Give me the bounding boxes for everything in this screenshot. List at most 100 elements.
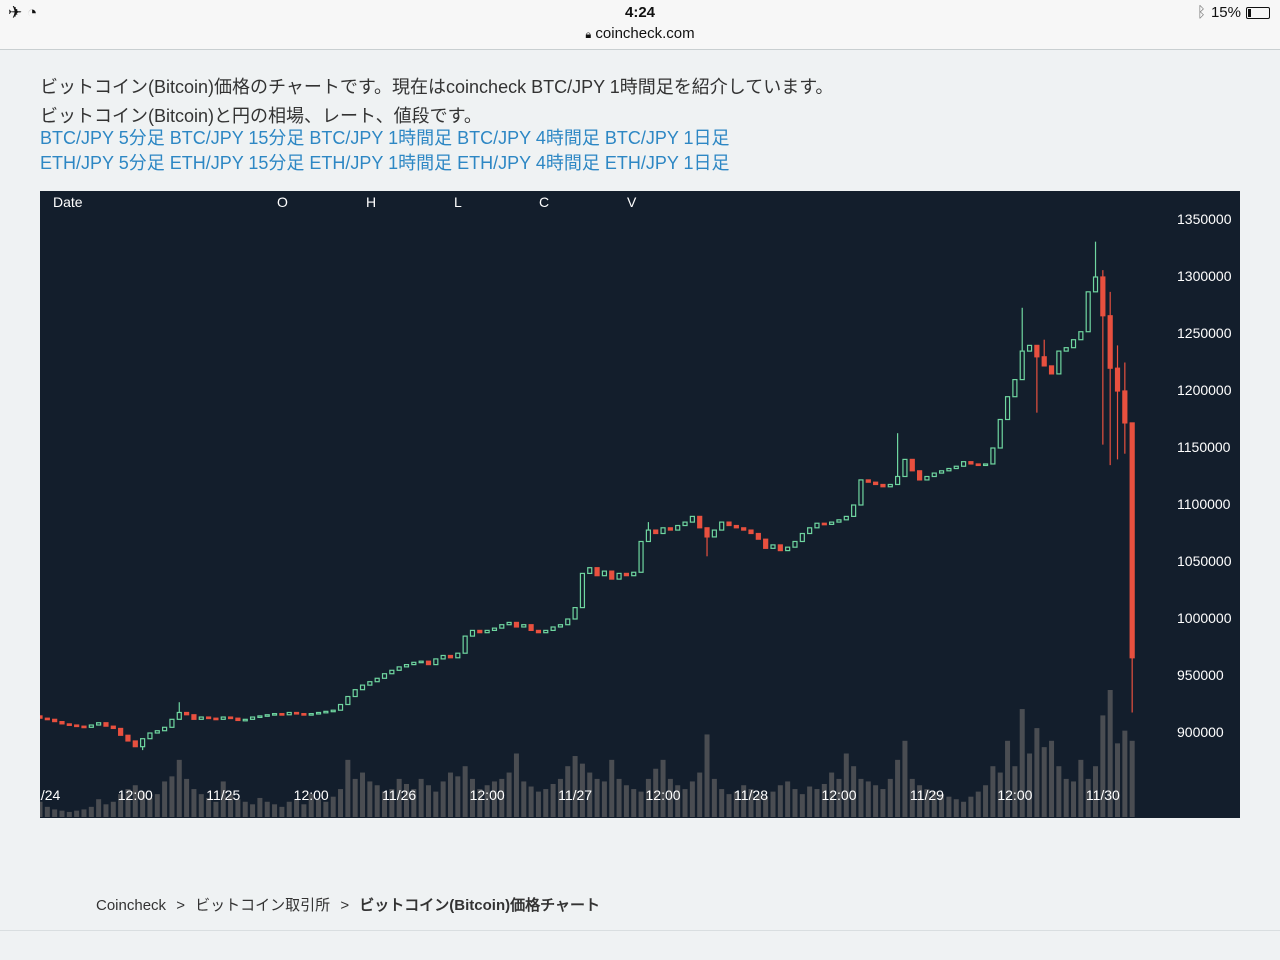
candle-down[interactable] — [909, 458, 915, 472]
candle-down[interactable] — [1048, 365, 1055, 375]
candle-up[interactable] — [689, 515, 695, 523]
candle-up[interactable] — [631, 571, 637, 577]
candle-down[interactable] — [110, 725, 116, 730]
candle-up[interactable] — [960, 461, 967, 467]
candle-up[interactable] — [169, 718, 175, 728]
candle-up[interactable] — [506, 621, 512, 626]
candle-down[interactable] — [52, 718, 58, 723]
candle-up[interactable] — [550, 626, 556, 632]
candle-down[interactable] — [609, 570, 615, 580]
candle-down[interactable] — [227, 716, 234, 720]
candle-up[interactable] — [770, 544, 776, 549]
candle-up[interactable] — [1056, 350, 1062, 375]
candle-up[interactable] — [345, 695, 351, 706]
candle-down[interactable] — [132, 740, 138, 748]
candle-up[interactable] — [323, 710, 329, 714]
candle-up[interactable] — [1019, 350, 1025, 381]
candle-up[interactable] — [946, 467, 952, 472]
candle-up[interactable] — [140, 738, 146, 748]
candle-down[interactable] — [66, 723, 72, 726]
candle-up[interactable] — [982, 463, 989, 467]
candle-up[interactable] — [638, 540, 644, 573]
candle-down[interactable] — [733, 524, 739, 529]
candle-down[interactable] — [1034, 344, 1040, 358]
candle-up[interactable] — [1063, 347, 1069, 352]
candle-down[interactable] — [205, 716, 212, 720]
candle-up[interactable] — [455, 652, 461, 659]
candle-down[interactable] — [697, 515, 703, 529]
candle-up[interactable] — [286, 711, 292, 716]
candle-up[interactable] — [682, 521, 688, 527]
link-btc-15m[interactable]: BTC/JPY 15分足 — [169, 128, 305, 148]
candle-up[interactable] — [924, 475, 930, 481]
candle-down[interactable] — [667, 527, 673, 531]
candle-down[interactable] — [74, 724, 80, 728]
candle-up[interactable] — [807, 527, 813, 535]
candle-up[interactable] — [403, 664, 410, 668]
candle-up[interactable] — [931, 472, 937, 478]
candle-up[interactable] — [154, 730, 160, 734]
candle-up[interactable] — [176, 711, 182, 720]
candle-down[interactable] — [301, 713, 307, 716]
candle-down[interactable] — [1107, 315, 1113, 369]
candle-up[interactable] — [352, 689, 358, 698]
candle-up[interactable] — [1012, 379, 1018, 398]
candle-up[interactable] — [711, 529, 717, 538]
candle-up[interactable] — [792, 540, 798, 548]
candle-down[interactable] — [279, 713, 285, 716]
candle-up[interactable] — [895, 475, 901, 486]
link-eth-5m[interactable]: ETH/JPY 5分足 — [40, 153, 165, 173]
candle-down[interactable] — [873, 481, 879, 486]
candle-down[interactable] — [118, 727, 124, 736]
candle-up[interactable] — [257, 715, 263, 719]
candle-down[interactable] — [704, 527, 710, 538]
candle-up[interactable] — [587, 567, 593, 575]
breadcrumb-home[interactable]: Coincheck — [96, 897, 167, 914]
candle-up[interactable] — [836, 519, 842, 523]
candle-up[interactable] — [616, 572, 622, 580]
candle-up[interactable] — [396, 666, 402, 671]
candle-down[interactable] — [1114, 367, 1121, 392]
candle-down[interactable] — [81, 725, 87, 729]
candle-up[interactable] — [858, 479, 864, 506]
candle-down[interactable] — [59, 720, 65, 725]
link-eth-15m[interactable]: ETH/JPY 15分足 — [169, 153, 305, 173]
candle-down[interactable] — [44, 717, 50, 721]
candle-up[interactable] — [411, 661, 417, 666]
candle-up[interactable] — [1004, 396, 1011, 421]
candle-up[interactable] — [330, 709, 336, 713]
candle-down[interactable] — [513, 621, 520, 628]
candle-down[interactable] — [1122, 390, 1128, 424]
candle-down[interactable] — [865, 479, 871, 483]
candle-down[interactable] — [880, 483, 886, 488]
candle-up[interactable] — [315, 711, 322, 715]
candle-up[interactable] — [499, 624, 505, 629]
link-btc-5m[interactable]: BTC/JPY 5分足 — [40, 128, 165, 148]
candle-up[interactable] — [96, 722, 102, 726]
candle-up[interactable] — [799, 532, 805, 543]
link-eth-4h[interactable]: ETH/JPY 4時間足 — [457, 153, 600, 173]
candle-up[interactable] — [645, 529, 651, 543]
candle-up[interactable] — [440, 654, 446, 660]
candle-up[interactable] — [308, 713, 314, 716]
candle-up[interactable] — [147, 732, 153, 740]
link-btc-1d[interactable]: BTC/JPY 1日足 — [604, 128, 730, 148]
candlestick-plot[interactable] — [40, 191, 1240, 818]
candle-down[interactable] — [623, 572, 630, 577]
candle-up[interactable] — [418, 660, 424, 664]
candle-up[interactable] — [389, 669, 395, 675]
candle-up[interactable] — [814, 522, 820, 529]
candle-down[interactable] — [447, 654, 454, 659]
candle-down[interactable] — [1100, 276, 1106, 317]
candle-up[interactable] — [337, 703, 344, 711]
candle-up[interactable] — [367, 681, 373, 686]
candle-down[interactable] — [916, 470, 923, 481]
candle-up[interactable] — [785, 546, 791, 552]
candle-down[interactable] — [755, 532, 761, 540]
candle-up[interactable] — [543, 629, 549, 634]
candle-up[interactable] — [902, 458, 908, 478]
candle-down[interactable] — [40, 715, 43, 719]
candle-up[interactable] — [565, 618, 571, 626]
candle-up[interactable] — [1078, 331, 1084, 341]
candle-down[interactable] — [968, 461, 974, 465]
